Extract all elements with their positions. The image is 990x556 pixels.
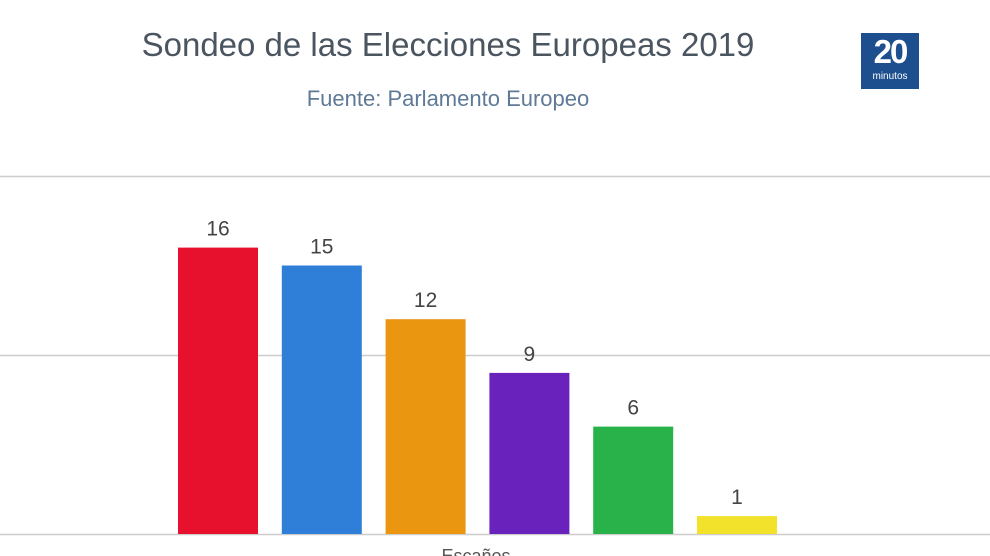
bar[interactable] bbox=[385, 319, 466, 534]
bar[interactable] bbox=[489, 372, 570, 534]
brand-logo: 20 minutos bbox=[861, 33, 919, 89]
chart-subtitle: Fuente: Parlamento Europeo bbox=[306, 86, 590, 111]
chart-title: Sondeo de las Elecciones Europeas 2019 bbox=[141, 26, 755, 63]
bar-value-label: 16 bbox=[206, 218, 229, 241]
bar-value-label: 6 bbox=[627, 397, 639, 420]
x-axis-label: Escaños bbox=[441, 546, 510, 556]
bar[interactable] bbox=[178, 247, 258, 534]
logo-word: minutos bbox=[872, 71, 908, 82]
bar[interactable] bbox=[281, 265, 362, 535]
bar-value-label: 12 bbox=[414, 289, 437, 312]
logo-number: 20 bbox=[873, 33, 909, 70]
bar[interactable] bbox=[593, 426, 674, 534]
bar[interactable] bbox=[697, 516, 777, 534]
bar-value-label: 9 bbox=[524, 343, 536, 366]
bar-value-label: 15 bbox=[310, 236, 333, 259]
bar-value-label: 1 bbox=[731, 486, 743, 509]
